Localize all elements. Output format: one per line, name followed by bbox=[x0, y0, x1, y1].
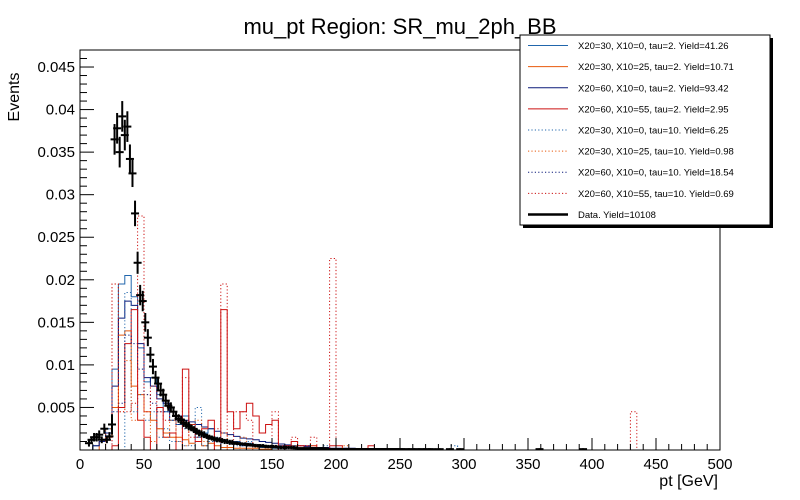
legend-label: X20=30, X10=0, tau=2. Yield=41.26 bbox=[578, 41, 729, 52]
y-tick-label: 0.025 bbox=[37, 229, 75, 246]
legend-label: X20=60, X10=55, tau=10. Yield=0.69 bbox=[578, 189, 734, 200]
data-point bbox=[123, 111, 132, 142]
legend-label: X20=60, X10=0, tau=10. Yield=18.54 bbox=[578, 168, 734, 179]
legend-label: X20=60, X10=0, tau=2. Yield=93.42 bbox=[578, 83, 729, 94]
y-tick-label: 0.005 bbox=[37, 399, 75, 416]
y-tick-label: 0.02 bbox=[46, 272, 75, 289]
data-point bbox=[131, 200, 140, 227]
legend: X20=30, X10=0, tau=2. Yield=41.26 X20=30,… bbox=[519, 34, 773, 228]
legend-entry: X20=30, X10=25, tau=10. Yield=0.98 bbox=[528, 147, 734, 158]
y-axis: 0.005 0.01 0.015 0.02 0.025 0.03 0.035 0.04 0.04… bbox=[37, 58, 94, 442]
data-point bbox=[113, 112, 122, 144]
x-axis: 0 50 100 150 200 250 300 350 400 450 500 bbox=[76, 438, 733, 473]
data-point bbox=[118, 101, 127, 132]
x-tick-label: 350 bbox=[515, 456, 540, 473]
data-point bbox=[105, 432, 114, 441]
legend-entry: X20=30, X10=0, tau=10. Yield=6.25 bbox=[528, 126, 729, 137]
data-point bbox=[108, 414, 116, 435]
legend-label: X20=30, X10=25, tau=10. Yield=0.98 bbox=[578, 147, 734, 158]
legend-entry: X20=60, X10=55, tau=10. Yield=0.69 bbox=[528, 189, 734, 200]
legend-label: X20=30, X10=0, tau=10. Yield=6.25 bbox=[578, 126, 729, 137]
legend-label: Data. Yield=10108 bbox=[578, 210, 656, 221]
x-axis-label: pt [GeV] bbox=[659, 473, 718, 490]
legend-entry: X20=30, X10=0, tau=2. Yield=41.26 bbox=[528, 41, 729, 52]
y-tick-label: 0.03 bbox=[46, 187, 75, 204]
data-point bbox=[100, 423, 109, 434]
x-tick-label: 500 bbox=[707, 456, 732, 473]
legend-label: X20=60, X10=55, tau=2. Yield=2.95 bbox=[578, 104, 729, 115]
legend-entry: X20=30, X10=25, tau=2. Yield=10.71 bbox=[528, 62, 734, 73]
y-tick-label: 0.045 bbox=[37, 59, 75, 76]
y-tick-label: 0.01 bbox=[46, 357, 75, 374]
data-point bbox=[138, 290, 147, 312]
data-point bbox=[125, 144, 134, 174]
x-tick-label: 450 bbox=[643, 456, 668, 473]
x-tick-label: 150 bbox=[259, 456, 284, 473]
legend-entry: X20=60, X10=0, tau=2. Yield=93.42 bbox=[528, 83, 729, 94]
y-tick-label: 0.035 bbox=[37, 144, 75, 161]
chart-title: mu_pt Region: SR_mu_2ph_BB bbox=[243, 14, 556, 39]
legend-entry: X20=60, X10=55, tau=2. Yield=2.95 bbox=[528, 104, 729, 115]
data-point bbox=[128, 159, 137, 188]
y-axis-label: Events bbox=[6, 73, 23, 122]
x-tick-label: 50 bbox=[136, 456, 153, 473]
series-3-histogram bbox=[80, 300, 720, 451]
series-6-histogram bbox=[80, 283, 720, 451]
data-point bbox=[115, 136, 124, 168]
legend-entry: Data. Yield=10108 bbox=[528, 210, 656, 221]
legend-label: X20=30, X10=25, tau=2. Yield=10.71 bbox=[578, 62, 734, 73]
data-point bbox=[141, 312, 150, 332]
x-tick-label: 400 bbox=[579, 456, 604, 473]
data-point bbox=[143, 329, 152, 347]
x-tick-label: 200 bbox=[323, 456, 348, 473]
x-tick-label: 300 bbox=[451, 456, 476, 473]
data-point bbox=[133, 251, 142, 274]
data-point bbox=[146, 347, 155, 363]
data-point bbox=[154, 376, 163, 391]
x-tick-label: 250 bbox=[387, 456, 412, 473]
y-tick-label: 0.04 bbox=[46, 102, 75, 119]
legend-entry: X20=60, X10=0, tau=10. Yield=18.54 bbox=[528, 168, 734, 179]
y-tick-label: 0.015 bbox=[37, 314, 75, 331]
data-point bbox=[95, 430, 104, 439]
x-tick-label: 0 bbox=[76, 456, 84, 473]
x-tick-label: 100 bbox=[195, 456, 220, 473]
data-point bbox=[148, 358, 157, 375]
